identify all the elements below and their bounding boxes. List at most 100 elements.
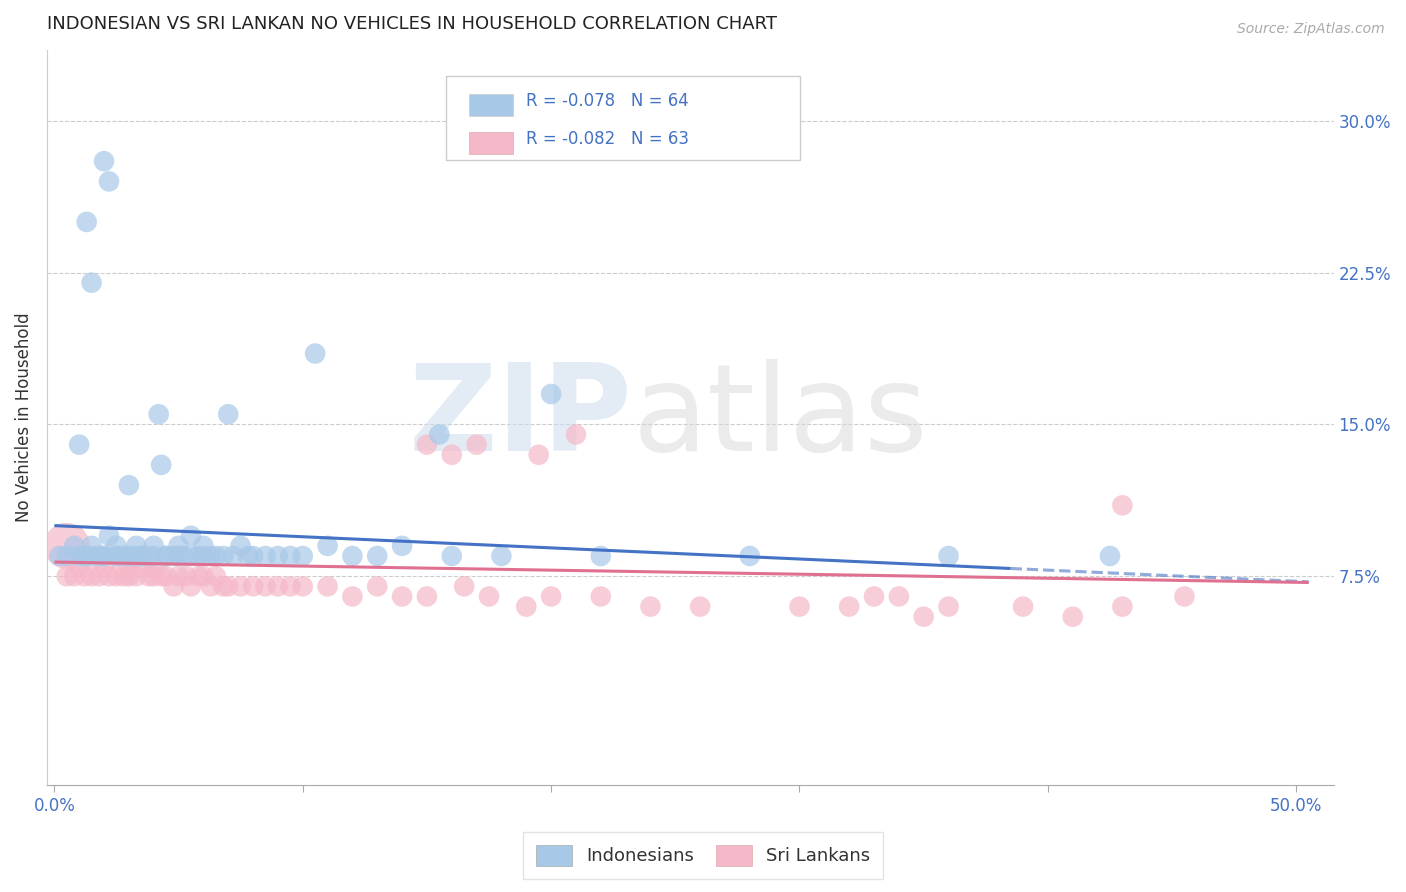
- Point: [236, 549, 259, 563]
- Point: [93, 154, 115, 169]
- Point: [366, 579, 388, 593]
- Point: [689, 599, 711, 614]
- Point: [142, 569, 165, 583]
- Point: [217, 579, 239, 593]
- Point: [565, 427, 588, 442]
- Point: [93, 559, 115, 574]
- Point: [55, 549, 77, 563]
- Point: [98, 174, 121, 188]
- Point: [118, 569, 141, 583]
- Point: [391, 539, 413, 553]
- Text: R = -0.078   N = 64: R = -0.078 N = 64: [526, 92, 689, 110]
- Point: [863, 590, 886, 604]
- Point: [138, 549, 160, 563]
- Point: [87, 569, 110, 583]
- Point: [125, 539, 148, 553]
- Point: [267, 579, 290, 593]
- Point: [193, 539, 215, 553]
- Point: [105, 569, 128, 583]
- Point: [229, 579, 252, 593]
- Point: [180, 529, 202, 543]
- Text: atlas: atlas: [633, 359, 928, 475]
- Point: [80, 549, 103, 563]
- Point: [912, 609, 935, 624]
- Point: [440, 549, 463, 563]
- Point: [291, 579, 314, 593]
- Point: [491, 549, 513, 563]
- Point: [93, 549, 115, 563]
- Point: [148, 407, 170, 421]
- Point: [76, 549, 98, 563]
- Point: [155, 549, 177, 563]
- Point: [98, 569, 121, 583]
- Point: [938, 599, 960, 614]
- Point: [112, 569, 135, 583]
- Point: [200, 579, 222, 593]
- Point: [67, 549, 90, 563]
- Point: [540, 387, 562, 401]
- FancyBboxPatch shape: [470, 94, 513, 116]
- Point: [254, 549, 277, 563]
- Text: Source: ZipAtlas.com: Source: ZipAtlas.com: [1237, 22, 1385, 37]
- Point: [167, 539, 190, 553]
- Point: [540, 590, 562, 604]
- Point: [93, 549, 115, 563]
- Point: [366, 549, 388, 563]
- Point: [316, 579, 339, 593]
- Point: [515, 599, 537, 614]
- Point: [242, 579, 264, 593]
- Point: [254, 579, 277, 593]
- Point: [174, 569, 197, 583]
- Point: [138, 569, 160, 583]
- Point: [478, 590, 501, 604]
- Point: [129, 549, 152, 563]
- Point: [212, 579, 235, 593]
- Text: ZIP: ZIP: [409, 359, 633, 475]
- Point: [105, 539, 128, 553]
- Point: [142, 549, 165, 563]
- Point: [416, 437, 439, 451]
- Point: [180, 549, 202, 563]
- Point: [118, 478, 141, 492]
- Point: [267, 549, 290, 563]
- Point: [200, 549, 222, 563]
- Y-axis label: No Vehicles in Household: No Vehicles in Household: [15, 312, 32, 522]
- FancyBboxPatch shape: [446, 76, 800, 160]
- Point: [167, 569, 190, 583]
- Point: [118, 559, 141, 574]
- Point: [105, 549, 128, 563]
- Point: [416, 590, 439, 604]
- Point: [80, 539, 103, 553]
- Point: [278, 579, 301, 593]
- Point: [80, 276, 103, 290]
- Point: [187, 549, 209, 563]
- Point: [125, 569, 148, 583]
- FancyBboxPatch shape: [470, 132, 513, 154]
- Point: [193, 569, 215, 583]
- Point: [129, 559, 152, 574]
- Point: [180, 579, 202, 593]
- Point: [342, 549, 364, 563]
- Point: [222, 549, 245, 563]
- Point: [391, 590, 413, 604]
- Point: [278, 549, 301, 563]
- Point: [67, 559, 90, 574]
- Point: [55, 539, 77, 553]
- Point: [193, 549, 215, 563]
- Point: [98, 529, 121, 543]
- Point: [112, 549, 135, 563]
- Point: [204, 569, 226, 583]
- Point: [304, 346, 326, 360]
- Point: [63, 569, 86, 583]
- Point: [1111, 499, 1133, 513]
- Point: [155, 569, 177, 583]
- Point: [105, 549, 128, 563]
- Point: [440, 448, 463, 462]
- Point: [55, 569, 77, 583]
- Point: [465, 437, 488, 451]
- Point: [427, 427, 450, 442]
- Text: R = -0.082   N = 63: R = -0.082 N = 63: [526, 130, 689, 148]
- Point: [118, 549, 141, 563]
- Point: [150, 569, 173, 583]
- Point: [291, 549, 314, 563]
